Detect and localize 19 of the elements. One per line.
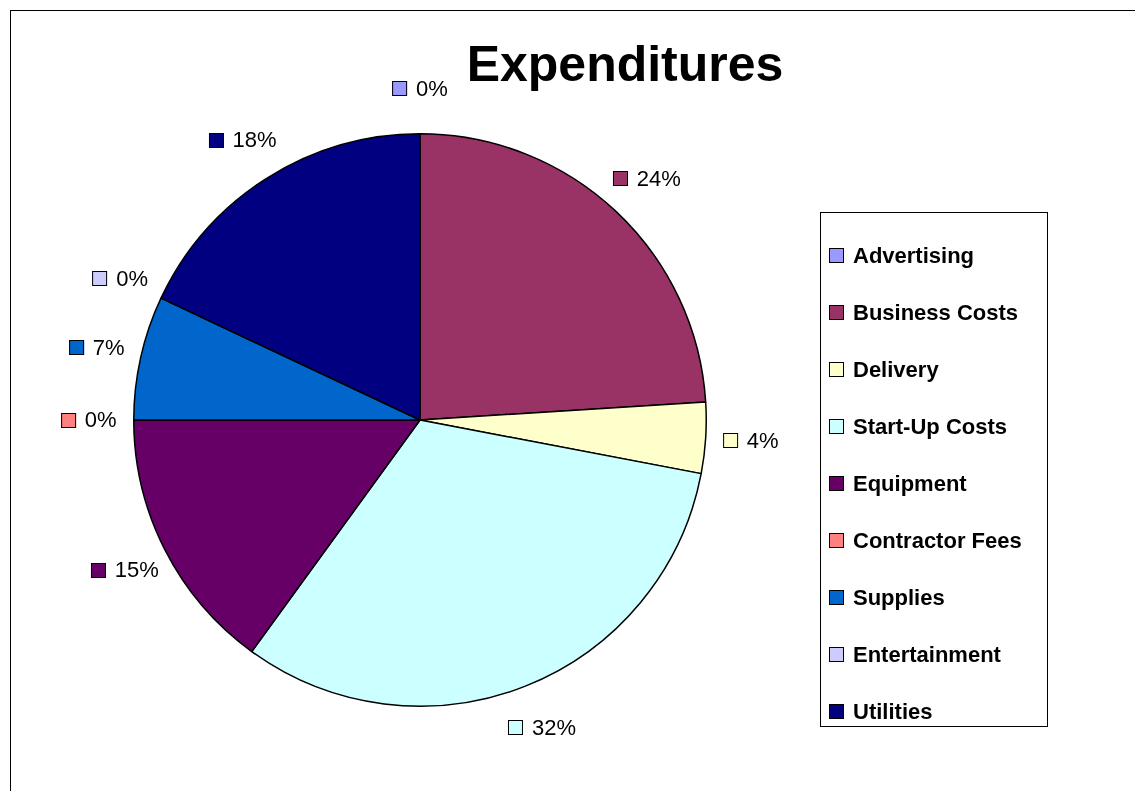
legend-label: Start-Up Costs [853, 413, 1008, 440]
text: 0% [116, 265, 149, 291]
legend-label: Contractor Fees [853, 527, 1022, 554]
data-label: 24% [636, 165, 681, 192]
legend-label: Utilities [853, 698, 933, 725]
legend-label: Equipment [853, 470, 967, 497]
legend-label: Supplies [853, 584, 945, 611]
data-label: 15% [114, 557, 159, 584]
data-label: 7% [92, 334, 125, 361]
data-label: 32% [531, 714, 576, 741]
chart-title: Expenditures [466, 36, 784, 92]
data-label: 18% [232, 127, 277, 154]
text: 0% [416, 75, 448, 101]
data-label: 4% [746, 427, 779, 454]
legend-label: Entertainment [853, 641, 1001, 668]
legend-label: Delivery [853, 356, 939, 383]
text: 0% [84, 407, 117, 432]
legend-label: Advertising [853, 242, 975, 269]
legend-label: Business Costs [853, 299, 1019, 326]
